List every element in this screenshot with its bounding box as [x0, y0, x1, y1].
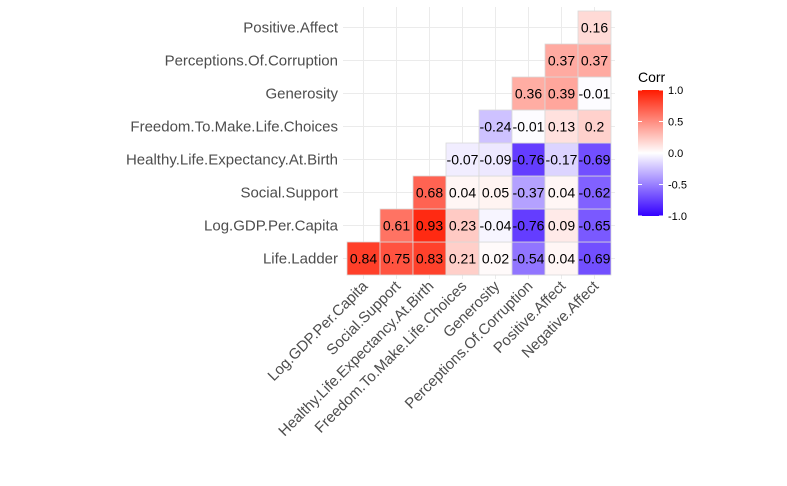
cell-value-label: -0.76 [513, 152, 545, 168]
cell-value-label: -0.24 [480, 119, 512, 135]
heatmap-cell [511, 241, 546, 276]
legend-title: Corr [638, 69, 666, 85]
cell-value-label: -0.54 [513, 251, 545, 267]
heatmap-cell [511, 109, 546, 144]
heatmap-cell [577, 175, 612, 210]
cell-value-label: 0.04 [548, 185, 575, 201]
legend-colorbar [638, 90, 663, 216]
cell-value-label: -0.62 [579, 185, 611, 201]
legend-tick-label: -1.0 [668, 211, 687, 223]
cell-value-label: -0.69 [579, 251, 611, 267]
heatmap-cell [544, 76, 579, 111]
row-label: Social.Support [240, 185, 338, 202]
heatmap-cell [577, 43, 612, 78]
cell-value-label: -0.76 [513, 218, 545, 234]
heatmap-cell [346, 241, 381, 276]
cell-value-label: 0.16 [581, 20, 608, 36]
heatmap-cell [412, 208, 447, 243]
row-label: Life.Ladder [263, 251, 338, 268]
cell-value-label: -0.01 [579, 86, 611, 102]
cell-value-label: -0.01 [513, 119, 545, 135]
cell-value-label: 0.2 [585, 119, 605, 135]
cell-value-label: 0.37 [548, 53, 575, 69]
row-label: Generosity [265, 86, 338, 103]
row-label: Positive.Affect [243, 20, 339, 37]
heatmap-cell [544, 208, 579, 243]
heatmap-cell [478, 241, 513, 276]
cell-value-label: -0.17 [546, 152, 578, 168]
row-label: Healthy.Life.Expectancy.At.Birth [126, 152, 338, 169]
heatmap-cell [577, 142, 612, 177]
column-labels: Log.GDP.Per.CapitaSocial.SupportHealthy.… [265, 277, 603, 440]
heatmap-cell [511, 175, 546, 210]
heatmap-cell [412, 241, 447, 276]
cell-value-label: 0.02 [482, 251, 509, 267]
heatmap-cell [379, 208, 414, 243]
cell-value-label: 0.36 [515, 86, 542, 102]
cell-value-label: 0.75 [383, 251, 410, 267]
heatmap-cell [577, 241, 612, 276]
legend-tick-label: 0.0 [668, 148, 683, 160]
cell-value-label: 0.13 [548, 119, 575, 135]
cell-value-label: 0.61 [383, 218, 410, 234]
heatmap-cell [577, 10, 612, 45]
cell-value-label: 0.04 [449, 185, 476, 201]
color-legend: Corr 1.0 0.5 0.0 -0.5 -1.0 [638, 69, 687, 223]
row-labels: Life.Ladder Log.GDP.Per.Capita Social.Supp… [126, 20, 339, 268]
heatmap-cell [478, 142, 513, 177]
row-label: Perceptions.Of.Corruption [165, 53, 338, 70]
heatmap-cell [478, 208, 513, 243]
cell-value-label: 0.05 [482, 185, 509, 201]
heatmap-cell [412, 175, 447, 210]
cell-value-label: 0.21 [449, 251, 476, 267]
cell-value-label: -0.69 [579, 152, 611, 168]
legend-tick-label: 1.0 [668, 85, 683, 97]
heatmap-cell [445, 142, 480, 177]
row-label: Freedom.To.Make.Life.Choices [130, 119, 338, 136]
legend-tick-label: 0.5 [668, 117, 683, 129]
cell-value-label: 0.84 [350, 251, 377, 267]
cell-value-label: -0.04 [480, 218, 512, 234]
heatmap-cell [478, 109, 513, 144]
heatmap-cell [511, 208, 546, 243]
cell-value-label: -0.09 [480, 152, 512, 168]
cell-value-label: 0.83 [416, 251, 443, 267]
cell-value-label: 0.39 [548, 86, 575, 102]
heatmap-cell [379, 241, 414, 276]
heatmap-cell [544, 43, 579, 78]
row-label: Log.GDP.Per.Capita [204, 218, 339, 235]
cell-value-label: -0.37 [513, 185, 545, 201]
cell-value-label: -0.07 [447, 152, 479, 168]
cell-value-label: 0.93 [416, 218, 443, 234]
cell-value-label: 0.68 [416, 185, 443, 201]
cell-value-label: 0.04 [548, 251, 575, 267]
heatmap-cell [577, 208, 612, 243]
cell-value-label: 0.37 [581, 53, 608, 69]
cell-value-label: -0.65 [579, 218, 611, 234]
cell-value-label: 0.23 [449, 218, 476, 234]
heatmap-cells: 0.84 0.75 0.83 0.21 0.02 -0.54 0.04 -0.690.61 0.… [346, 10, 612, 276]
legend-tick-label: -0.5 [668, 180, 687, 192]
cell-value-label: 0.09 [548, 218, 575, 234]
heatmap-cell [577, 109, 612, 144]
